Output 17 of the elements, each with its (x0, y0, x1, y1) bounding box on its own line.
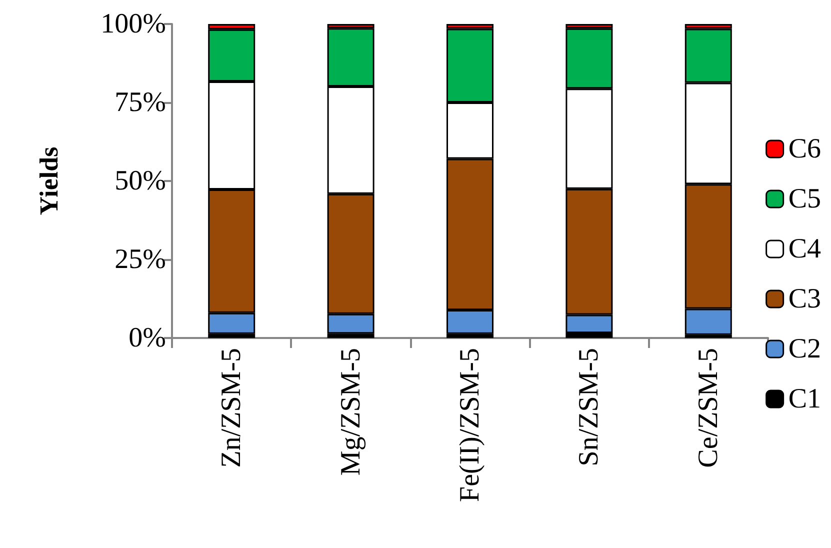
y-tick-label: 100% (100, 8, 166, 40)
legend-label: C3 (788, 284, 822, 314)
legend-label: C4 (788, 234, 822, 264)
x-tick-label: Ce/ZSM-5 (692, 348, 724, 468)
y-tick-label: 25% (114, 244, 166, 275)
legend-label: C1 (788, 384, 822, 414)
y-tick-label: 50% (114, 166, 166, 196)
y-tick-label: 0% (128, 322, 166, 354)
legend-label: C6 (788, 134, 822, 164)
x-tick-label: Fe(II)/ZSM-5 (454, 348, 486, 502)
y-axis-title: Yields (34, 146, 64, 216)
legend-label: C2 (788, 334, 822, 364)
legend-label: C5 (788, 184, 822, 214)
x-tick-label: Sn/ZSM-5 (574, 348, 605, 466)
x-tick-label: Zn/ZSM-5 (216, 348, 248, 468)
x-tick-label: Mg/ZSM-5 (335, 348, 366, 476)
y-tick-label: 75% (114, 87, 166, 118)
